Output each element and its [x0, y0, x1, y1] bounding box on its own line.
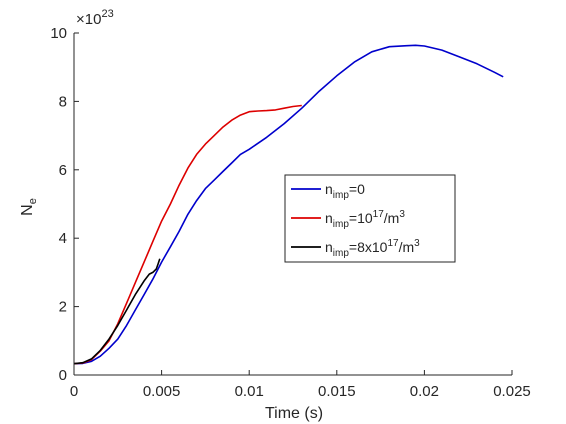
x-tick-label: 0.005: [143, 383, 181, 400]
y-axis-label: Ne: [19, 198, 39, 216]
y-tick-label: 6: [59, 162, 67, 179]
y-tick-label: 10: [50, 25, 67, 42]
axes: [73, 32, 513, 376]
y-exponent-base: ×10: [76, 11, 101, 28]
x-tick-label: 0.025: [493, 383, 531, 400]
tick-labels: 0 0.005 0.01 0.015 0.02 0.025 0 2 4 6 8 10: [50, 25, 530, 400]
legend-label-1: nimp=0: [325, 181, 365, 201]
x-tick-label: 0: [70, 383, 78, 400]
y-tick-label: 0: [59, 367, 67, 384]
y-tick-label: 4: [59, 230, 67, 247]
legend-label-2: nimp=1017/m3: [325, 209, 405, 230]
y-tick-label: 2: [59, 299, 67, 316]
y-exponent-label: ×1023: [76, 8, 114, 28]
y-tick-label: 8: [59, 93, 67, 110]
x-tick-label: 0.01: [235, 383, 264, 400]
legend: nimp=0 nimp=1017/m3 nimp=8x1017/m3: [284, 174, 456, 263]
series-layer: [73, 44, 504, 365]
series-line-3: [73, 258, 161, 365]
y-exponent-power: 23: [101, 8, 113, 20]
legend-label-3: nimp=8x1017/m3: [325, 238, 420, 259]
series-line-1: [73, 44, 504, 365]
y-axis-label-main: N: [19, 204, 36, 216]
x-tick-label: 0.015: [318, 383, 356, 400]
y-axis-label-sub: e: [27, 198, 39, 204]
x-tick-label: 0.02: [410, 383, 439, 400]
x-axis-label: Time (s): [265, 405, 323, 422]
